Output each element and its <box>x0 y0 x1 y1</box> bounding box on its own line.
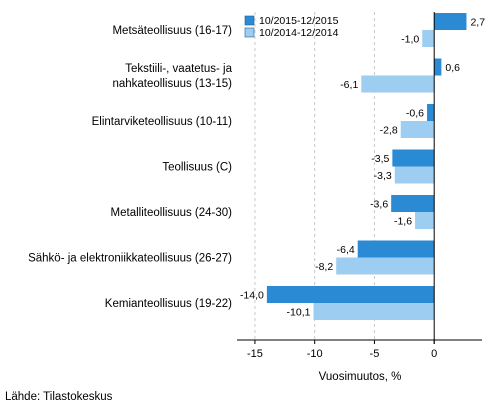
value-label: -14,0 <box>240 290 264 302</box>
bar-previous <box>415 212 435 229</box>
value-label: -10,1 <box>287 307 311 319</box>
bar-previous <box>313 303 435 320</box>
category-labels: Metsäteollisuus (16-17) Tekstiili-, vaate… <box>28 25 233 310</box>
legend-label: 10/2014-12/2014 <box>259 27 339 39</box>
legend-label: 10/2015-12/2015 <box>259 15 339 27</box>
category-label: Metsäteollisuus (16-17) <box>112 25 232 37</box>
value-label: -6,1 <box>340 79 358 91</box>
value-label: -8,2 <box>315 261 333 273</box>
value-labels: 2,7 -1,0 0,6 -6,1 -0,6 -2,8 -3,5 -3,3 -3,6 -1,6 -6… <box>240 17 485 319</box>
category-label: Teollisuus (C) <box>162 162 232 174</box>
category-label: Elintarviketeollisuus (10-11) <box>92 116 233 128</box>
bar-current <box>392 149 435 167</box>
category-label: Tekstiili-, vaatetus- ja <box>125 63 232 75</box>
bar-current <box>391 195 435 212</box>
bar-current <box>434 13 467 30</box>
bars <box>266 13 467 320</box>
bar-current <box>434 58 442 76</box>
value-label: 0,6 <box>445 62 460 74</box>
bar-previous <box>361 75 435 93</box>
value-label: -3,5 <box>371 153 389 165</box>
bar-previous <box>394 166 435 184</box>
value-label: -1,6 <box>394 216 412 228</box>
bar-previous <box>422 30 435 47</box>
category-label: Kemianteollisuus (19-22) <box>105 298 232 310</box>
bar-current <box>357 240 435 258</box>
bar-previous <box>336 257 435 275</box>
bar-current <box>427 104 435 121</box>
value-label: -3,6 <box>370 199 388 211</box>
value-label: -6,4 <box>337 244 355 256</box>
bar-previous <box>400 121 435 138</box>
category-label: Metalliteollisuus (24-30) <box>111 207 233 219</box>
x-tick-label: -5 <box>370 348 380 360</box>
value-label: -1,0 <box>401 34 419 46</box>
gridlines <box>254 12 375 340</box>
legend-swatch <box>244 15 255 26</box>
x-tick-label: -10 <box>307 348 323 360</box>
x-axis-ticks: -15 -10 -5 0 <box>237 339 482 360</box>
legend-swatch <box>244 27 255 38</box>
category-label: nahkateollisuus (13-15) <box>112 78 232 90</box>
value-label: -0,6 <box>406 108 424 120</box>
value-label: -2,8 <box>380 125 398 137</box>
x-tick-label: -15 <box>247 348 263 360</box>
value-label: 2,7 <box>470 17 485 29</box>
x-axis-title: Vuosimuutos, % <box>319 371 402 383</box>
x-tick-label: 0 <box>431 348 437 360</box>
category-label: Sähkö- ja elektroniikkateollisuus (26-27… <box>28 253 232 265</box>
source-note: Lähde: Tilastokeskus <box>5 391 113 403</box>
value-label: -3,3 <box>374 170 392 182</box>
bar-current <box>266 286 435 303</box>
